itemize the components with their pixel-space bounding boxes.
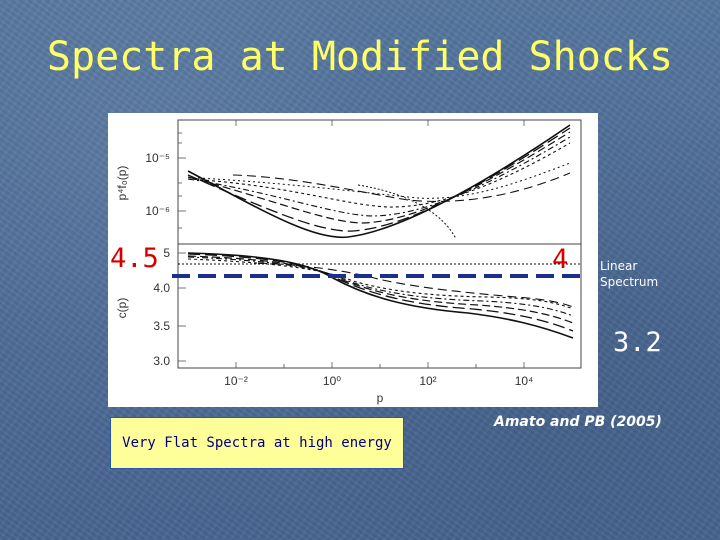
- flat-spectra-text: Very Flat Spectra at high energy: [122, 435, 392, 451]
- bottom-ylabel: c(p): [115, 298, 129, 319]
- xtick-1: 10⁻²: [224, 374, 248, 388]
- curve-longdash-bottom: [187, 253, 574, 332]
- curve-dotted-bottom: [187, 258, 574, 310]
- bottom-ytick-partial: 5: [163, 246, 170, 260]
- left-slope-label: 4.5: [110, 243, 159, 274]
- top-panel-frame: [177, 119, 582, 245]
- curve-dash-top: [187, 131, 571, 224]
- bottom-ticks: [178, 252, 525, 368]
- top-ytick-1: 10⁻⁵: [145, 151, 170, 165]
- linear-label-line1: Linear: [600, 259, 638, 273]
- curve-dashdot-bottom: [187, 256, 574, 317]
- xtick-3: 10²: [419, 374, 436, 388]
- top-panel-curves: [187, 124, 571, 240]
- top-ticks: [178, 120, 525, 229]
- curve-solid-top: [187, 124, 571, 239]
- curve-dotted-top: [187, 142, 571, 208]
- xtick-2: 10⁰: [323, 374, 341, 388]
- spectra-figure: p⁴f₀(p) c(p) 10⁻⁵ 10⁻⁶ 5 4.0 3.5 3.0 10⁻…: [108, 113, 598, 407]
- linear-label-line2: Spectrum: [600, 275, 659, 289]
- curve-dash2-bottom: [257, 262, 574, 308]
- slide-title: Spectra at Modified Shocks: [46, 34, 674, 80]
- curve-dash-bottom: [187, 255, 574, 324]
- curve-solid-bottom: [187, 252, 574, 339]
- curve-dashdot-top: [187, 136, 571, 217]
- flat-spectra-callout: Very Flat Spectra at high energy: [110, 417, 404, 469]
- top-ylabel: p⁴f₀(p): [115, 166, 129, 201]
- curve-dotted2-top: [197, 162, 571, 199]
- linear-spectrum-label: Linear Spectrum: [600, 258, 658, 290]
- top-ytick-2: 10⁻⁶: [145, 204, 170, 218]
- high-energy-slope-label: 3.2: [613, 327, 662, 358]
- right-slope-label: 4: [552, 244, 569, 275]
- curve-dash2-top: [232, 172, 571, 202]
- spectra-plot: p⁴f₀(p) c(p) 10⁻⁵ 10⁻⁶ 5 4.0 3.5 3.0 10⁻…: [115, 119, 582, 405]
- citation-label: Amato and PB (2005): [494, 414, 662, 430]
- bottom-ytick-1: 4.0: [153, 281, 170, 295]
- xtick-4: 10⁴: [515, 374, 534, 388]
- bottom-ytick-2: 3.5: [153, 319, 170, 333]
- curve-longdash-top: [187, 127, 571, 232]
- xlabel: p: [377, 391, 384, 405]
- bottom-panel-frame: [177, 243, 582, 369]
- bottom-panel-curves: [178, 252, 581, 339]
- bottom-ytick-3: 3.0: [153, 354, 170, 368]
